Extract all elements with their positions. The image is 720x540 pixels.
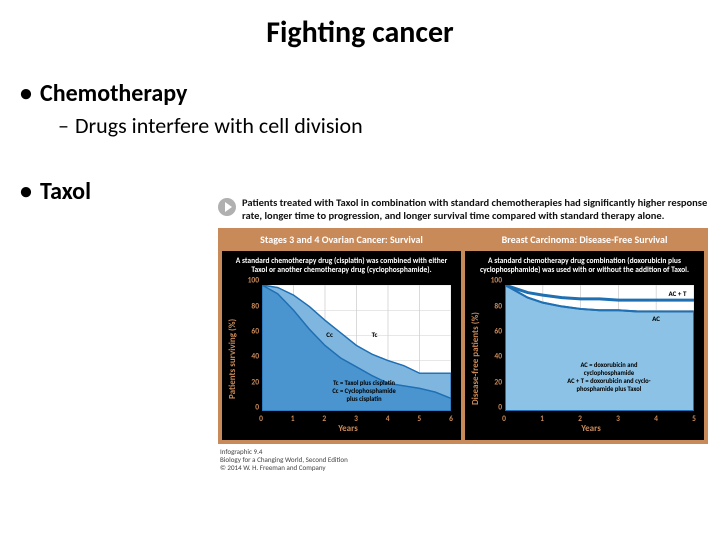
panel-left-desc: A standard chemotherapy drug (cisplatin)… [226,255,457,281]
arrow-icon [218,198,236,216]
panel-title-right: Breast Carcinoma: Disease-Free Survival [463,230,706,249]
bullet-dot: • [20,177,32,206]
panel-title-row: Stages 3 and 4 Ovarian Cancer: Survival … [220,230,706,249]
bullet-chemo-sub: – Drugs interfere with cell division [20,108,720,139]
dash: – [58,112,69,139]
xlabel-right: Years [482,423,700,434]
chart-right: AC + T AC AC = doxorubicin and cyclophos… [482,281,700,436]
chart-panel-container: Stages 3 and 4 Ovarian Cancer: Survival … [218,228,708,444]
bullet-chemo-text: Chemotherapy [40,79,187,108]
slide-title: Fighting cancer [0,0,720,51]
right-key: AC = doxorubicin and cyclophosphamideAC … [531,362,686,393]
bullet-chemotherapy: • Chemotherapy [20,79,720,108]
callout: Patients treated with Taxol in combinati… [218,196,718,222]
panel-breast: A standard chemotherapy drug combination… [465,251,704,440]
bullet-list: • Chemotherapy – Drugs interfere with ce… [0,51,720,206]
plot-left: Cc Tc Tc = Taxol plus cisplatinCc = Cycl… [261,285,451,412]
xlabel-left: Years [239,423,457,434]
ac-label: AC [652,315,660,323]
panels-row: A standard chemotherapy drug (cisplatin)… [220,249,706,442]
panel-right-desc: A standard chemotherapy drug combination… [469,255,700,281]
cc-label: Cc [326,331,333,339]
credit-line3: © 2014 W. H. Freeman and Company [220,464,716,472]
bullet-chemo-sub-text: Drugs interfere with cell division [75,112,363,139]
chart-right-wrap: Disease-free patients (%) AC + T AC AC =… [469,281,700,436]
left-key: Tc = Taxol plus cisplatinCc = Cyclophosp… [288,380,439,403]
ylabel-left: Patients surviving (%) [226,281,239,436]
act-label: AC + T [668,290,686,298]
callout-text: Patients treated with Taxol in combinati… [242,196,718,222]
bullet-taxol-text: Taxol [40,177,91,206]
panel-title-left: Stages 3 and 4 Ovarian Cancer: Survival [220,230,463,249]
plot-right: AC + T AC AC = doxorubicin and cyclophos… [504,285,694,412]
infographic: Patients treated with Taxol in combinati… [218,196,718,471]
bullet-dot: • [20,79,32,108]
tc-label: Tc [372,331,378,339]
chart-left: Cc Tc Tc = Taxol plus cisplatinCc = Cycl… [239,281,457,436]
panel-ovarian: A standard chemotherapy drug (cisplatin)… [222,251,461,440]
ylabel-right: Disease-free patients (%) [469,281,482,436]
chart-left-wrap: Patients surviving (%) Cc Tc Tc = Taxol … [226,281,457,436]
credit: Infographic 9.4 Biology for a Changing W… [218,444,718,471]
